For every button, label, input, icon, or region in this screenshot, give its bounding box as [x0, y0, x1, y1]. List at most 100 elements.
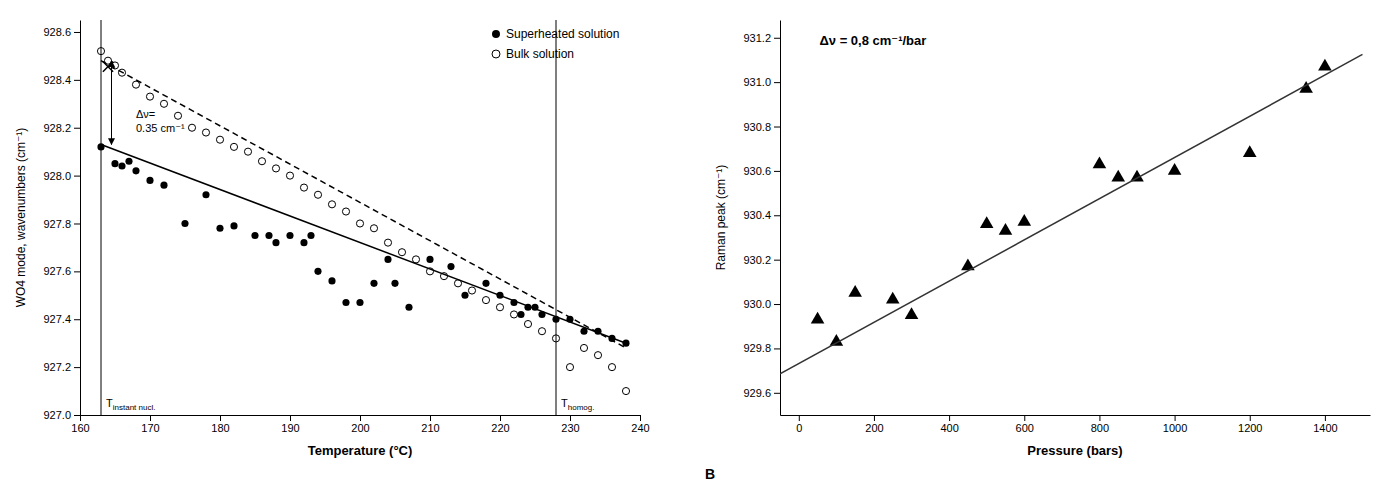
- tick-label: 190: [281, 422, 299, 434]
- panel: 160170180190200210220230240927.0927.2927…: [14, 20, 650, 458]
- point: [384, 256, 391, 263]
- tick-mark: [150, 415, 151, 421]
- x-axis-title: Temperature (°C): [308, 443, 413, 458]
- tick: 930.0: [743, 298, 780, 310]
- tick-label: 210: [421, 422, 439, 434]
- tick-mark: [774, 304, 780, 305]
- tick-mark: [74, 223, 80, 224]
- tick: 220: [491, 415, 509, 434]
- tick-mark: [430, 415, 431, 421]
- tick-label: 928.6: [43, 26, 71, 38]
- point: [118, 162, 125, 169]
- tick-label: 928.0: [43, 170, 71, 182]
- x-axis-title: Pressure (bars): [1027, 443, 1122, 458]
- point: [216, 136, 223, 143]
- point: [174, 112, 181, 119]
- point: [552, 335, 559, 342]
- tick-label: 200: [351, 422, 369, 434]
- tick: 200: [351, 415, 369, 434]
- vline-label-sub: instant nucl.: [113, 403, 156, 412]
- tick: 230: [561, 415, 579, 434]
- point: [999, 223, 1013, 235]
- double-arrow: [111, 61, 112, 145]
- annotation: Δν = 0,8 cm⁻¹/bar: [819, 33, 926, 48]
- tick: 240: [631, 415, 649, 434]
- point: [1318, 59, 1332, 71]
- tick-label: 240: [631, 422, 649, 434]
- tick-mark: [74, 176, 80, 177]
- tick: 928.0: [43, 170, 80, 182]
- tick: 210: [421, 415, 439, 434]
- panel-label: B: [705, 466, 715, 482]
- point: [580, 344, 587, 351]
- point: [886, 292, 900, 304]
- tick-label: 220: [491, 422, 509, 434]
- x-axis: 160170180190200210220230240: [71, 415, 649, 434]
- tick: 931.2: [743, 32, 780, 44]
- tick-mark: [1250, 415, 1251, 421]
- tick-mark: [74, 32, 80, 33]
- tick-mark: [290, 415, 291, 421]
- scatter-series: [811, 59, 1332, 346]
- tick-label: 230: [561, 422, 579, 434]
- point: [524, 320, 531, 327]
- point: [132, 81, 139, 88]
- tick-label: 600: [1016, 422, 1034, 434]
- plot-area: [780, 54, 1362, 374]
- point: [160, 100, 167, 107]
- tick: 190: [281, 415, 299, 434]
- point: [1168, 163, 1182, 175]
- chart-container: 160170180190200210220230240927.0927.2927…: [0, 0, 1396, 487]
- tick-label: 200: [865, 422, 883, 434]
- legend-symbol: [492, 30, 500, 38]
- tick-label: 930.2: [743, 254, 771, 266]
- tick: 930.6: [743, 165, 780, 177]
- point: [272, 239, 279, 246]
- trend-line: [101, 144, 626, 343]
- legend-item: Superheated solution: [492, 27, 619, 41]
- point: [286, 172, 293, 179]
- axis-line: [780, 21, 781, 416]
- y-axis-title: WO4 mode, wavenumbers (cm⁻¹): [14, 128, 28, 308]
- trend-line: [780, 54, 1362, 374]
- tick-label: 800: [1091, 422, 1109, 434]
- tick: 600: [1016, 415, 1034, 434]
- tick: 929.8: [743, 342, 780, 354]
- point: [905, 307, 919, 319]
- y-axis-title: Raman peak (cm⁻¹): [714, 165, 728, 271]
- annotation-texts: Δν = 0,8 cm⁻¹/bar: [819, 33, 926, 48]
- point: [328, 201, 335, 208]
- point: [496, 304, 503, 311]
- point: [538, 328, 545, 335]
- panel: 0200400600800100012001400929.6929.8930.0…: [714, 21, 1371, 459]
- point: [300, 184, 307, 191]
- tick-mark: [74, 415, 80, 416]
- tick-label: 927.8: [43, 218, 71, 230]
- tick: 927.8: [43, 218, 80, 230]
- tick: 200: [865, 415, 883, 434]
- tick-label: 400: [940, 422, 958, 434]
- tick-label: 927.0: [43, 409, 71, 421]
- y-axis: 927.0927.2927.4927.6927.8928.0928.2928.4…: [43, 21, 80, 422]
- point: [272, 165, 279, 172]
- tick-mark: [360, 415, 361, 421]
- annotation-line: Δν = 0,8 cm⁻¹/bar: [819, 33, 926, 48]
- tick-label: 928.4: [43, 74, 71, 86]
- point: [811, 312, 825, 324]
- annotation: Δν=0.35 cm⁻¹: [136, 108, 185, 133]
- point: [482, 280, 489, 287]
- tick: 929.6: [743, 387, 780, 399]
- tick-mark: [774, 82, 780, 83]
- x-axis: 0200400600800100012001400: [781, 415, 1371, 434]
- point: [1017, 214, 1031, 226]
- tick-mark: [570, 415, 571, 421]
- point: [97, 48, 104, 55]
- tick-mark: [949, 415, 950, 421]
- tick-mark: [80, 415, 81, 421]
- tick: 0: [796, 415, 802, 434]
- tick-label: 1200: [1238, 422, 1262, 434]
- point: [146, 177, 153, 184]
- point: [244, 148, 251, 155]
- point: [286, 232, 293, 239]
- tick-mark: [774, 38, 780, 39]
